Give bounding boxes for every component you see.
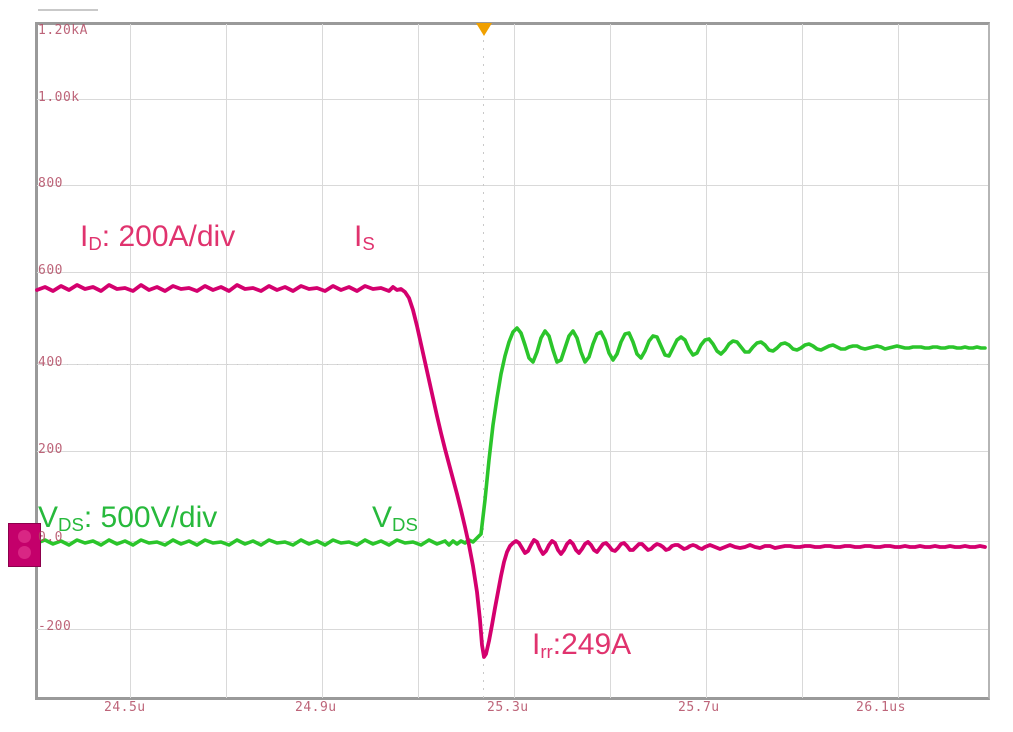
trigger-position-marker[interactable] <box>476 23 492 36</box>
scope-top-strip <box>0 0 1013 22</box>
x-axis-tick-4: 26.1us <box>856 700 906 715</box>
channel-marker-dot-lower <box>18 546 31 559</box>
x-axis-tick-2: 25.3u <box>487 700 529 715</box>
x-axis-tick-1: 24.9u <box>295 700 337 715</box>
channel-ground-marker[interactable] <box>8 523 41 567</box>
x-axis-tick-3: 25.7u <box>678 700 720 715</box>
channel-marker-dot-upper <box>18 530 31 543</box>
top-tick-mark <box>38 9 98 11</box>
x-axis-tick-0: 24.5u <box>104 700 146 715</box>
plot-frame <box>35 22 990 700</box>
